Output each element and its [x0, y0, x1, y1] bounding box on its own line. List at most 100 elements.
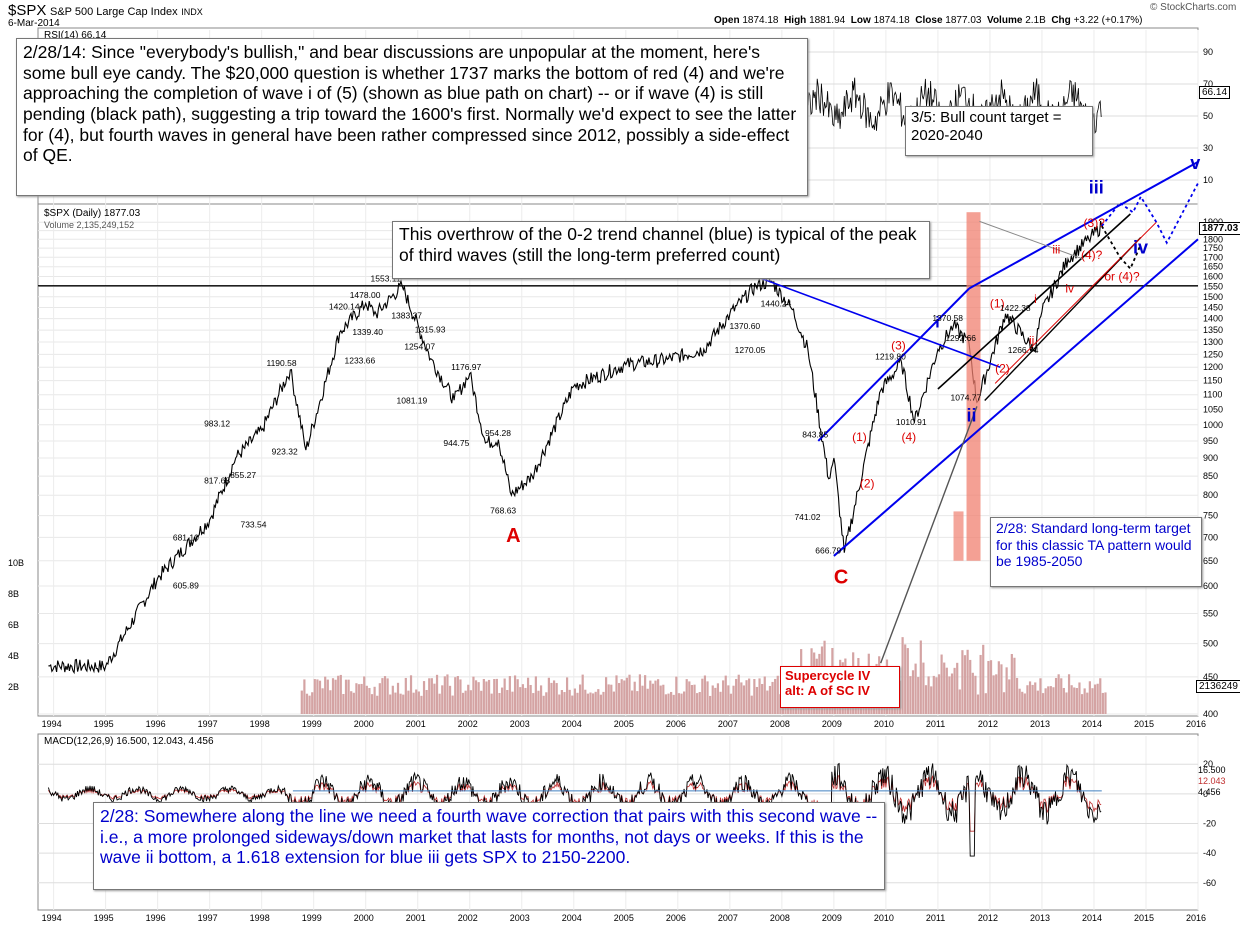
volume-bar — [701, 678, 704, 714]
volume-bar — [961, 650, 964, 714]
price-point-label: 1370.58 — [932, 313, 963, 323]
volume-bar — [534, 676, 537, 714]
volume-bar — [703, 675, 707, 714]
volume-bar — [584, 689, 587, 714]
volume-bar — [924, 685, 928, 714]
volume-bar — [352, 692, 355, 714]
wave-note: 2/28: Somewhere along the line we need a… — [93, 802, 885, 890]
volume-bar — [976, 694, 980, 714]
wave-label-red-2: (2) — [995, 362, 1010, 376]
price-point-label: 1478.00 — [350, 290, 381, 300]
volume-bar — [610, 684, 613, 714]
rsi-axis-label: 70 — [1203, 79, 1213, 89]
rsi-axis-label: 30 — [1203, 143, 1213, 153]
rsi-label: RSI(14) 66.14 — [44, 30, 107, 41]
volume-bar — [456, 675, 459, 714]
volume-bar — [357, 684, 361, 714]
volume-bar — [558, 694, 561, 714]
volume-bar — [654, 680, 657, 714]
price-point-label: 1190.58 — [266, 358, 296, 368]
high-value: 1881.94 — [809, 15, 846, 26]
price-point-label: 1370.60 — [729, 321, 760, 331]
x-tick-label: 2002 — [458, 719, 478, 729]
x-tick-label: 1998 — [250, 719, 270, 729]
channel-note: This overthrow of the 0-2 trend channel … — [392, 221, 930, 279]
volume-bar — [1026, 685, 1029, 714]
y-tick-label: 950 — [1203, 436, 1218, 446]
volume-bar — [662, 684, 665, 714]
price-point-label: 1420.14 — [329, 302, 360, 312]
y-tick-label: 1700 — [1203, 252, 1223, 262]
volume-bar — [1075, 688, 1078, 714]
volume-bar — [638, 674, 642, 714]
volume-bar — [550, 682, 553, 714]
volume-bar — [732, 685, 735, 714]
volume-bar — [917, 677, 920, 714]
volume-bar — [683, 691, 686, 714]
volume-bar — [675, 676, 678, 714]
y-tick-label: 800 — [1203, 490, 1218, 500]
price-point-label: 1339.40 — [352, 327, 383, 337]
volume-bar — [716, 683, 720, 714]
volume-bar — [415, 689, 418, 714]
volume-bar — [958, 689, 961, 714]
volume-bar — [1018, 688, 1021, 714]
volume-bar — [735, 678, 738, 714]
volume-bar — [945, 667, 948, 714]
volume-bar — [1039, 678, 1042, 714]
volume-bar — [459, 679, 462, 714]
x-tick-label: 2013 — [1030, 719, 1050, 729]
volume-bar — [407, 690, 410, 714]
volume-bar — [901, 637, 904, 714]
volume-bar — [690, 685, 694, 714]
volume-bar — [511, 691, 514, 714]
volume-bar — [714, 687, 717, 714]
volume-bar — [1093, 684, 1097, 714]
volume-bar — [677, 693, 681, 714]
volume-bar — [1065, 692, 1068, 714]
highlight-bar — [966, 212, 981, 561]
price-point-label: 1254.07 — [404, 341, 435, 351]
volume-bar — [1088, 681, 1091, 714]
volume-bar — [628, 674, 631, 714]
x-tick-label: 2011 — [926, 719, 945, 729]
volume-bar — [1023, 693, 1026, 714]
exchange: INDX — [181, 7, 203, 17]
volume-bar — [365, 685, 368, 714]
volume-bar — [615, 675, 618, 714]
volume-value: 2.1B — [1025, 15, 1046, 26]
macd-axis-label: 20 — [1203, 759, 1213, 769]
volume-bar — [974, 675, 977, 714]
volume-bar — [568, 689, 571, 714]
x-tick-label: 1999 — [302, 719, 322, 729]
volume-bar — [956, 662, 959, 714]
volume-bar — [542, 695, 545, 714]
volume-bar — [474, 680, 478, 714]
volume-bar — [755, 686, 759, 714]
volume-bar — [1062, 687, 1065, 714]
volume-bar — [441, 685, 444, 714]
supercycle-label: Supercycle IV — [785, 668, 871, 683]
volume-bar — [1078, 682, 1081, 714]
x-tick-label: 2007 — [718, 913, 738, 923]
open-value: 1874.18 — [742, 15, 779, 26]
volume-bar — [966, 649, 969, 714]
volume-bar — [935, 677, 938, 714]
volume-bar — [545, 692, 548, 714]
chg-label: Chg — [1051, 15, 1071, 26]
rsi-value-tag: 66.14 — [1199, 86, 1231, 99]
volume-bar — [625, 677, 629, 714]
volume-bar — [657, 679, 660, 714]
volume-bar — [597, 689, 600, 714]
volume-bar — [461, 692, 465, 714]
price-point-label: 983.12 — [204, 418, 230, 428]
volume-bar — [758, 678, 761, 714]
volume-bar — [469, 690, 472, 714]
volume-bar — [763, 676, 766, 714]
volume-bar — [573, 688, 576, 714]
volume-bar — [1104, 692, 1107, 714]
volume-bar — [971, 672, 974, 714]
volume-bar — [602, 691, 605, 714]
price-point-label: 1315.93 — [415, 324, 446, 334]
volume-bar — [378, 683, 381, 714]
